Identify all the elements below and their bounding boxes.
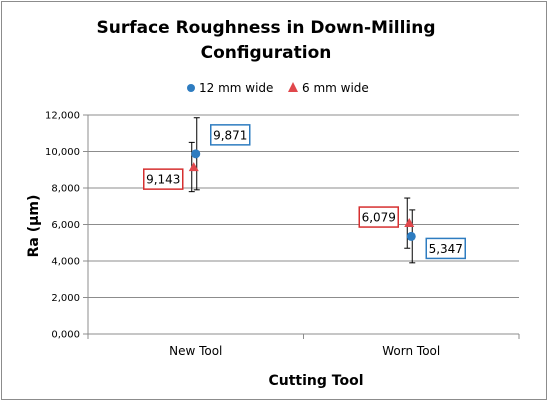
x-axis-title: Cutting Tool [268,373,363,389]
y-tick-label: 4,000 [51,257,80,268]
data-labels: 9,871 5,347 9,143 6,079 [143,124,466,260]
legend-label-12mm: 12 mm wide [199,81,273,95]
point-12mm [406,231,416,241]
data-label: 5,347 [429,242,463,256]
legend-marker-12mm [187,84,195,92]
y-tick-labels: 0,000 2,000 4,000 6,000 8,000 10,000 12,000 [45,111,80,341]
legend: 12 mm wide 6 mm wide [187,81,369,95]
chart-title-line-1: Surface Roughness in Down-Milling [96,18,435,38]
point-12mm [191,149,201,159]
y-tick-label: 12,000 [45,111,80,122]
y-axis-title: Ra (µm) [26,195,42,258]
legend-label-6mm: 6 mm wide [302,81,369,95]
data-label: 6,079 [362,211,396,225]
data-label-box [143,168,184,190]
y-tick-label: 6,000 [51,220,80,231]
data-label: 9,871 [213,128,247,142]
point-6mm [188,162,199,172]
data-label-box [425,237,466,260]
x-category-labels: New Tool Worn Tool [169,344,440,358]
y-tick-label: 8,000 [51,184,80,195]
y-tick-label: 0,000 [51,330,80,341]
chart-title-line-2: Configuration [201,43,332,63]
point-6mm [404,218,415,228]
gridlines [83,114,520,339]
data-label: 9,143 [146,173,180,187]
legend-marker-6mm [288,82,298,92]
data-points [188,149,416,241]
x-category-label: Worn Tool [382,344,440,358]
y-tick-label: 10,000 [45,147,80,158]
data-label-box [358,206,399,228]
y-tick-label: 2,000 [51,293,80,304]
x-category-label: New Tool [169,344,222,358]
data-label-box [210,124,251,146]
